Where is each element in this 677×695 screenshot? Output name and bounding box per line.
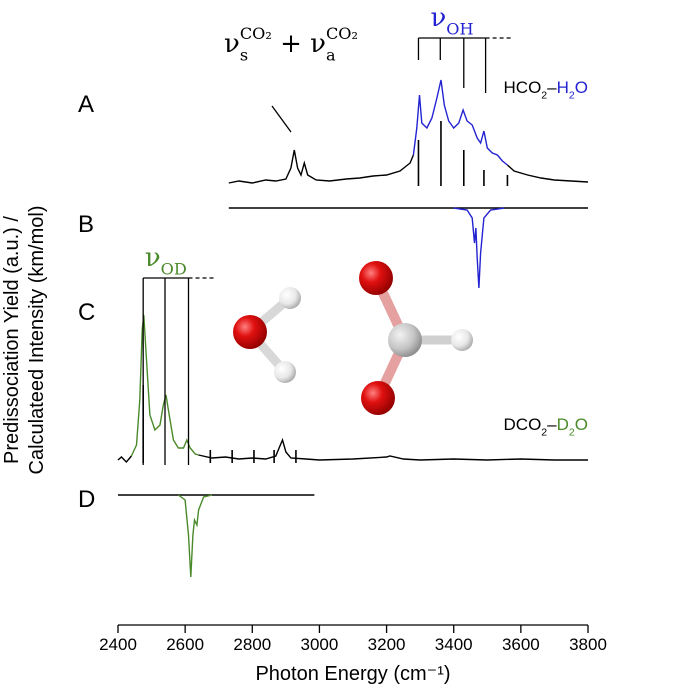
panel-label: C	[78, 299, 95, 326]
spectrum-trace	[177, 494, 213, 578]
y-label: Predissociation Yield (a.u.) /	[1, 216, 23, 464]
hydrogen-atom	[274, 361, 296, 383]
text-part: –	[547, 415, 557, 434]
text-part: a	[326, 45, 336, 64]
text-part: 2	[541, 426, 547, 438]
hydrogen-atom	[451, 329, 473, 351]
species-label: DCO2–D2O	[504, 415, 588, 438]
x-tick-label: 3400	[435, 635, 473, 654]
panel-label: A	[78, 91, 94, 118]
oxygen-atom	[233, 315, 267, 349]
x-tick-label: 2600	[166, 635, 204, 654]
text-part: 2	[541, 89, 547, 101]
text-part: CO₂	[240, 24, 272, 43]
text-part: CO₂	[326, 24, 358, 43]
text-part: D	[557, 415, 569, 434]
annotation: νs CO₂ + νa CO₂	[224, 24, 358, 64]
text-part: OD	[161, 259, 187, 278]
spectrum-trace	[117, 437, 588, 464]
spectrum-trace	[453, 207, 505, 289]
text-part: –	[547, 78, 557, 97]
text-part: + ν	[272, 29, 326, 59]
text-part: H	[557, 78, 569, 97]
species-label: HCO2–H2O	[504, 78, 588, 101]
hydrogen-atom	[279, 287, 301, 309]
spectrum-trace	[130, 314, 199, 457]
annotation-pointer	[271, 105, 292, 133]
panel-label: D	[78, 486, 95, 513]
x-tick-label: 3200	[368, 635, 406, 654]
oxygen-atom	[361, 381, 395, 415]
x-tick-label: 3800	[569, 635, 607, 654]
text-part: O	[575, 415, 588, 434]
text-part: O	[575, 78, 588, 97]
text-part: 2	[569, 426, 575, 438]
text-part: OH	[446, 19, 473, 38]
x-tick-label: 2800	[233, 635, 271, 654]
water-molecule	[233, 287, 301, 383]
oxygen-atom	[359, 261, 393, 295]
formate-molecule	[359, 261, 473, 415]
mode-label: νOH	[430, 3, 473, 38]
carbon-atom	[388, 323, 422, 357]
panel-label: B	[78, 211, 94, 238]
text-part: ν	[145, 243, 161, 273]
y-label: Calculateed Intensity (km/mol)	[26, 206, 48, 475]
x-tick-label: 2400	[99, 635, 137, 654]
text-part: HCO	[504, 78, 542, 97]
x-tick-label: 3000	[301, 635, 339, 654]
text-part: s	[240, 45, 248, 64]
spectrum-trace	[412, 79, 508, 166]
spectrum-trace	[228, 149, 589, 184]
x-tick-label: 3600	[502, 635, 540, 654]
x-label: Photon Energy (cm⁻¹)	[255, 663, 450, 685]
text-part: ν	[224, 29, 240, 59]
text-part: DCO	[504, 415, 542, 434]
text-part: 2	[569, 89, 575, 101]
mode-label: νOD	[145, 243, 187, 278]
text-part: ν	[430, 3, 446, 33]
